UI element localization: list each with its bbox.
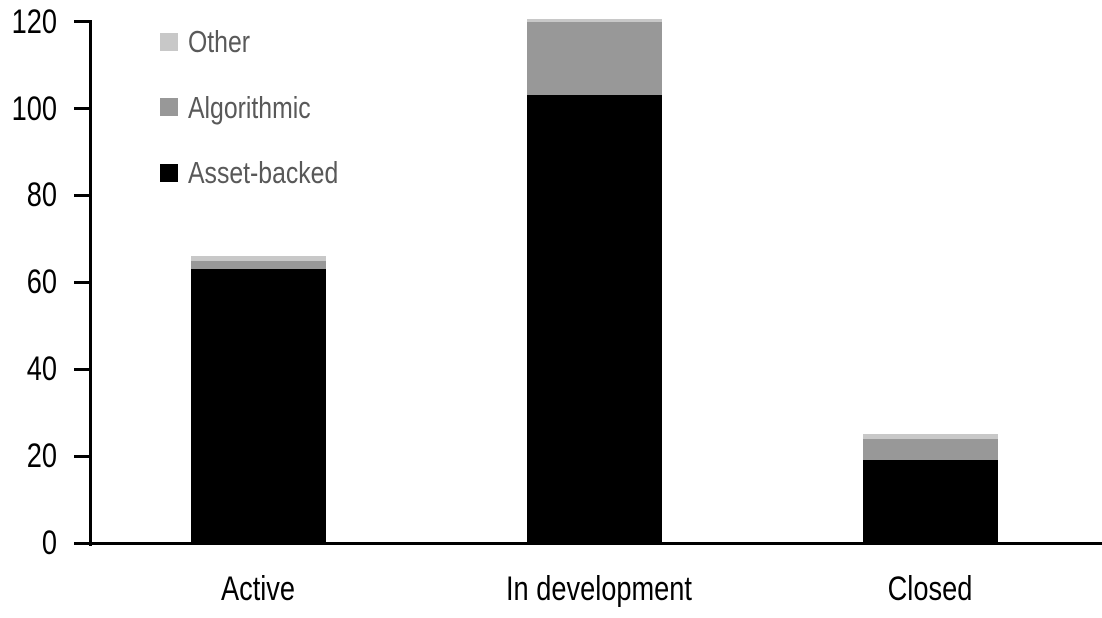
y-axis-tick bbox=[74, 193, 92, 197]
x-axis-line bbox=[89, 541, 1102, 545]
bar-segment-algorithmic bbox=[862, 438, 998, 461]
y-axis-tick bbox=[74, 541, 92, 545]
y-axis-tick bbox=[74, 280, 92, 284]
y-axis-tick bbox=[74, 454, 92, 458]
bar-segment-asset-backed bbox=[862, 460, 998, 543]
y-axis-tick-label: 80 bbox=[26, 176, 57, 215]
bar-segment-algorithmic bbox=[526, 21, 662, 96]
bar-segment-asset-backed bbox=[526, 95, 662, 543]
y-axis-tick-label: 20 bbox=[26, 437, 57, 476]
y-axis-tick-label: 0 bbox=[41, 524, 57, 562]
y-axis-tick-label: 60 bbox=[26, 263, 57, 302]
x-axis-category-label: Active bbox=[220, 570, 296, 608]
bar-segment-asset-backed bbox=[190, 269, 326, 543]
x-axis-category-label: In development bbox=[506, 570, 692, 608]
y-axis-tick-label: 100 bbox=[11, 89, 58, 128]
x-axis-category-label: Closed bbox=[887, 570, 973, 608]
bar-segment-other bbox=[190, 256, 326, 261]
y-axis-tick bbox=[74, 367, 92, 371]
y-axis-tick bbox=[74, 107, 92, 110]
bar-segment-algorithmic bbox=[190, 260, 326, 270]
y-axis-tick-label: 40 bbox=[26, 350, 57, 389]
bar-segment-other bbox=[526, 19, 662, 22]
y-axis-tick bbox=[74, 20, 92, 24]
y-axis-tick-label: 120 bbox=[11, 2, 58, 41]
bar-segment-other bbox=[862, 434, 998, 439]
